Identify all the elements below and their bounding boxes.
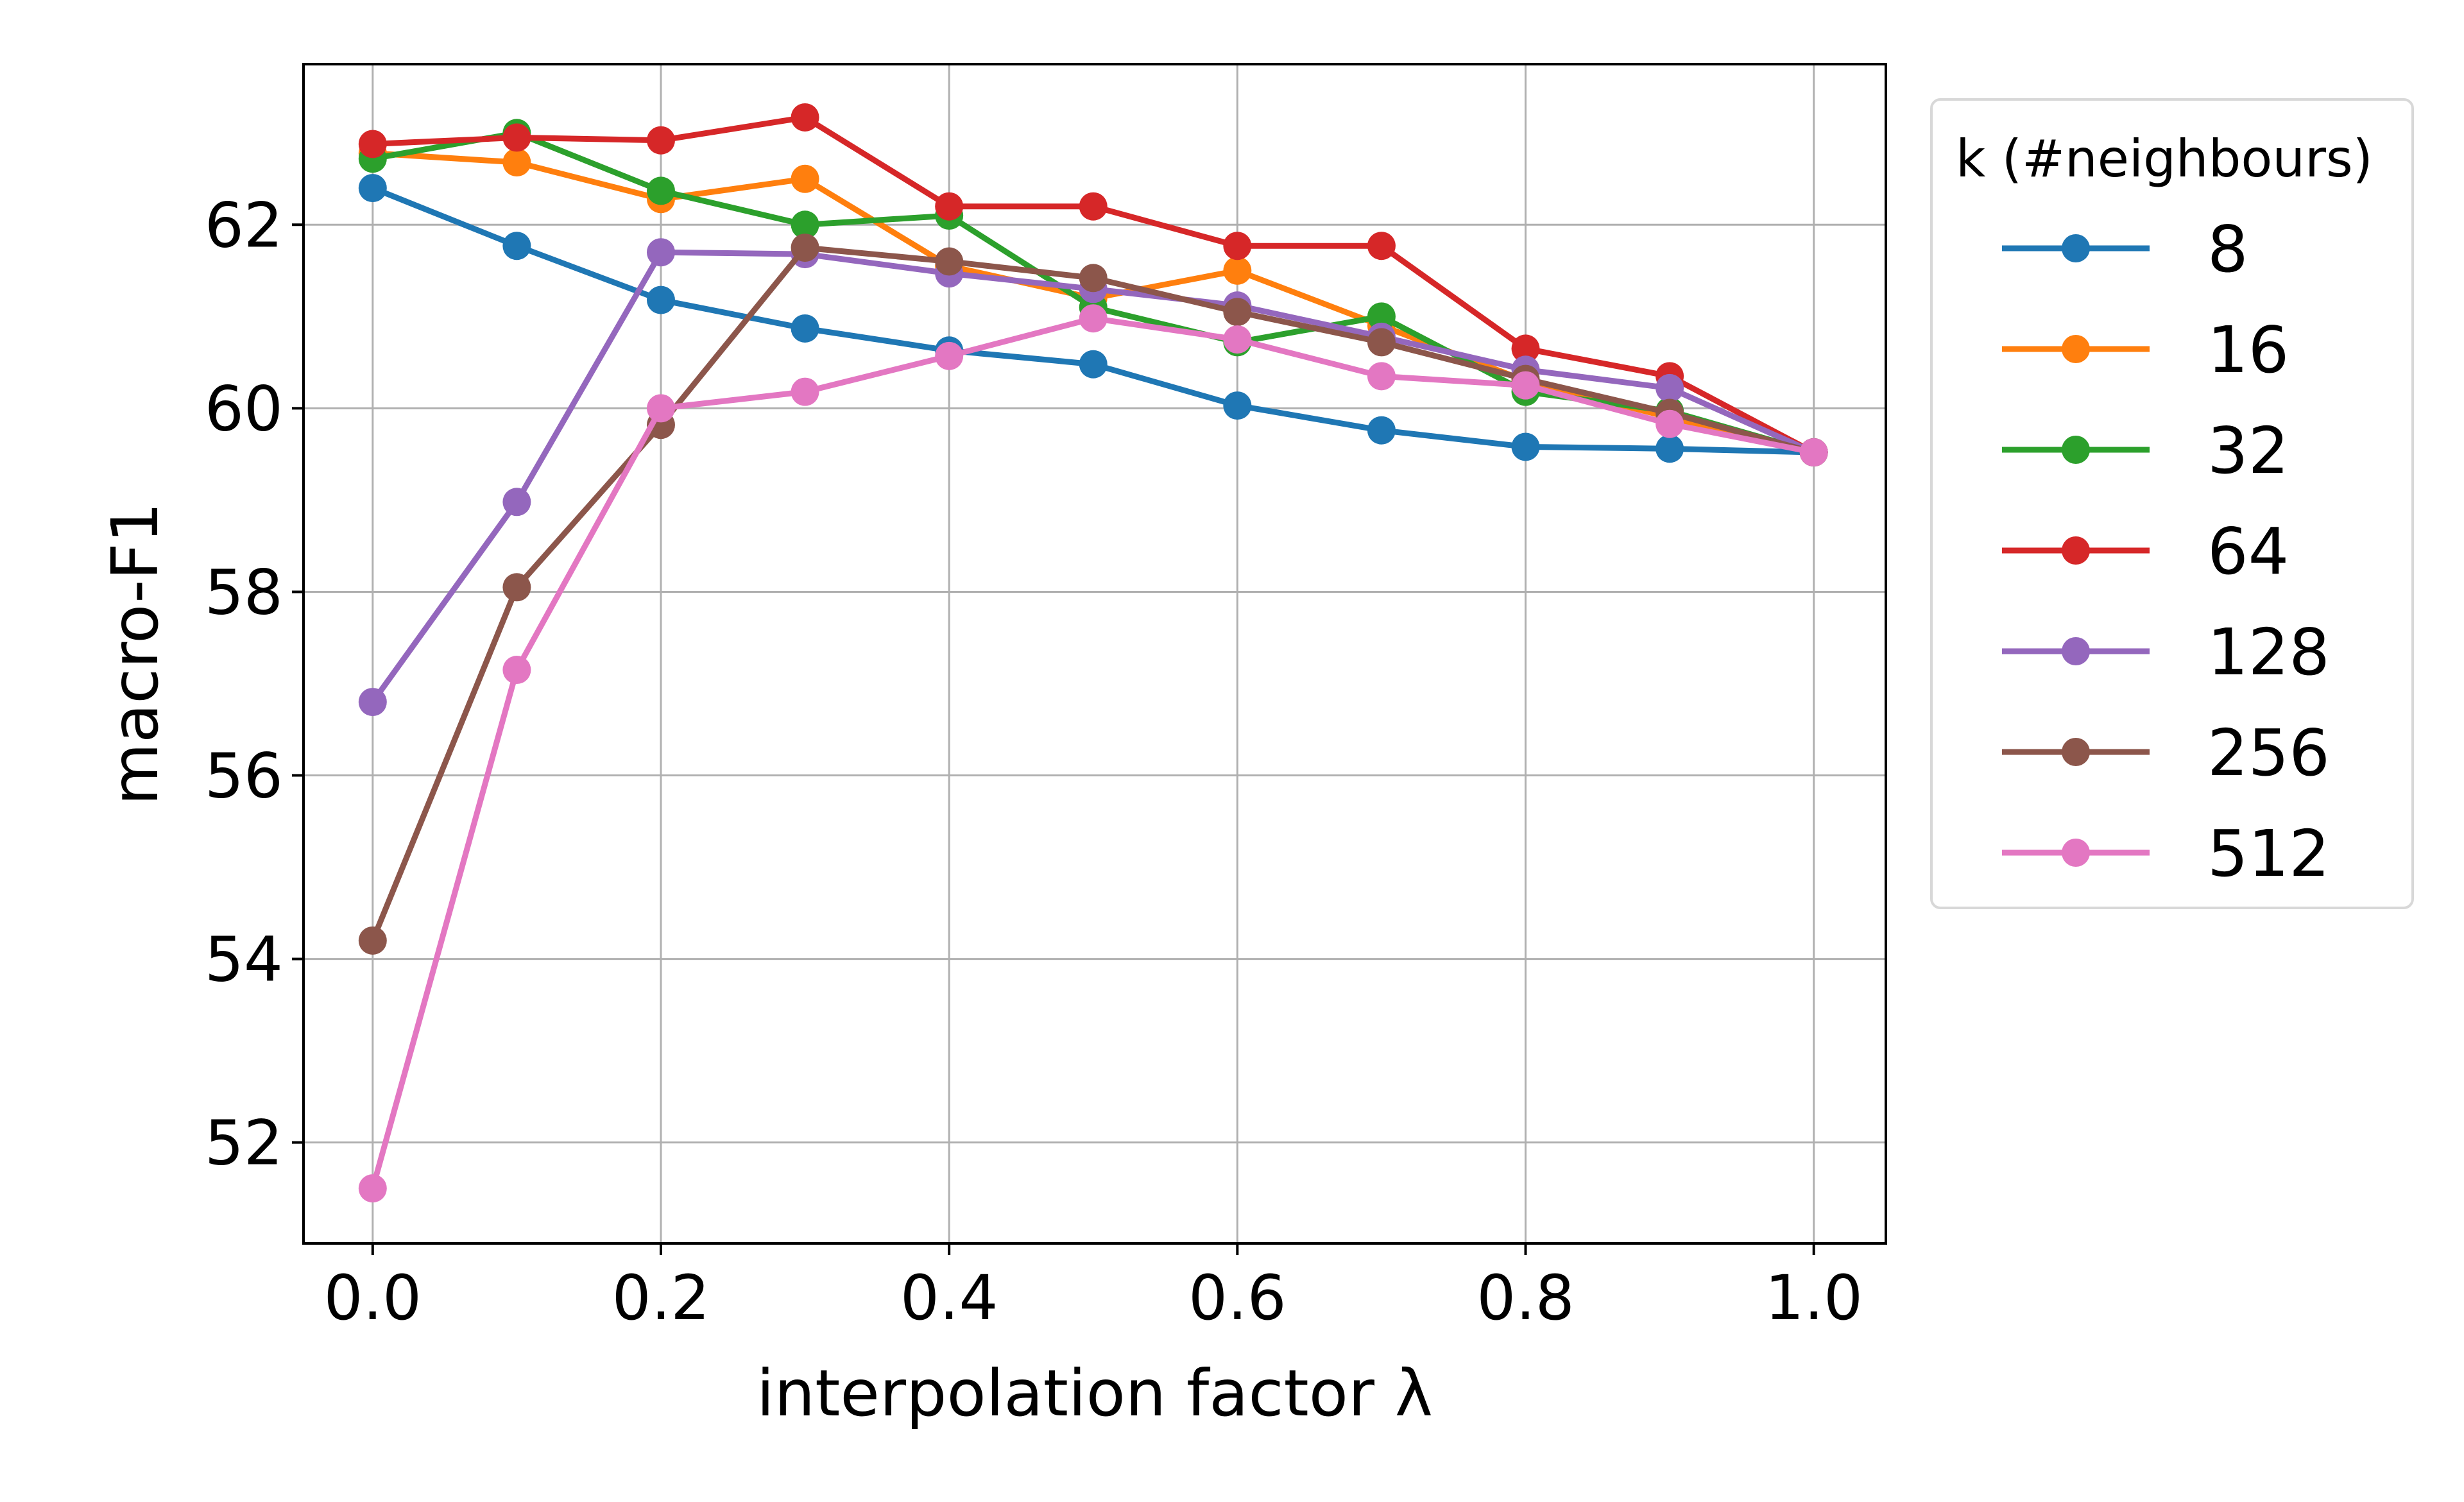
data-point bbox=[358, 926, 387, 955]
x-tick-label: 0.4 bbox=[900, 1262, 998, 1334]
data-point bbox=[358, 688, 387, 717]
legend-item: 64 bbox=[2002, 514, 2289, 589]
x-tick-label: 0.2 bbox=[612, 1262, 710, 1334]
y-tick-label: 58 bbox=[205, 556, 283, 628]
legend-marker bbox=[2062, 234, 2090, 262]
legend-label: 512 bbox=[2207, 816, 2330, 891]
legend-marker bbox=[2062, 335, 2090, 363]
data-point bbox=[502, 148, 531, 177]
legend-marker bbox=[2062, 436, 2090, 464]
data-point bbox=[935, 341, 964, 370]
data-point bbox=[358, 130, 387, 158]
data-point bbox=[1367, 328, 1396, 357]
legend-label: 64 bbox=[2207, 514, 2289, 589]
data-point bbox=[1223, 256, 1252, 285]
legend-label: 256 bbox=[2207, 715, 2330, 790]
legend-marker bbox=[2062, 839, 2090, 867]
legend-item: 128 bbox=[2002, 615, 2330, 690]
data-point bbox=[646, 394, 675, 423]
data-point bbox=[502, 488, 531, 516]
data-point bbox=[1223, 391, 1252, 420]
series-group bbox=[358, 103, 1828, 1203]
data-point bbox=[791, 210, 819, 239]
x-tick-label: 0.0 bbox=[323, 1262, 422, 1334]
series-256 bbox=[358, 234, 1828, 955]
data-point bbox=[502, 123, 531, 152]
data-point bbox=[1079, 192, 1108, 221]
data-point bbox=[1656, 434, 1684, 463]
y-tick-label: 62 bbox=[205, 189, 283, 261]
legend-box bbox=[1930, 98, 2414, 909]
x-tick-label: 0.6 bbox=[1188, 1262, 1287, 1334]
plot-frame bbox=[302, 63, 1887, 1245]
data-point bbox=[358, 1174, 387, 1203]
x-tick-label: 1.0 bbox=[1765, 1262, 1863, 1334]
data-point bbox=[791, 103, 819, 132]
data-point bbox=[1223, 232, 1252, 260]
data-point bbox=[646, 286, 675, 314]
legend-item: 8 bbox=[2002, 212, 2248, 287]
data-point bbox=[1656, 409, 1684, 438]
legend-item: 32 bbox=[2002, 413, 2289, 488]
y-tick-label: 56 bbox=[205, 740, 283, 812]
legend-items: 8 16 32 64 128 256 512 bbox=[2002, 212, 2330, 891]
data-point bbox=[1799, 438, 1828, 467]
y-tick-label: 52 bbox=[205, 1107, 283, 1179]
data-point bbox=[1079, 350, 1108, 379]
data-point bbox=[1656, 373, 1684, 402]
data-point bbox=[646, 238, 675, 267]
data-point bbox=[1367, 302, 1396, 331]
data-point bbox=[791, 164, 819, 193]
y-tick-label: 60 bbox=[205, 373, 283, 445]
legend-marker bbox=[2062, 738, 2090, 766]
grid bbox=[304, 64, 1886, 1243]
legend: k (#neighbours) 8 16 32 64 128 256 512 bbox=[1930, 98, 2414, 909]
y-tick-label: 54 bbox=[205, 924, 283, 996]
x-axis-ticks: 0.0 0.2 0.4 0.6 0.8 1.0 bbox=[323, 1243, 1863, 1334]
data-point bbox=[935, 247, 964, 276]
series-8 bbox=[358, 174, 1828, 467]
x-tick-label: 0.8 bbox=[1476, 1262, 1575, 1334]
data-point bbox=[1367, 362, 1396, 391]
x-axis-label: interpolation factor λ bbox=[757, 1356, 1433, 1431]
data-point bbox=[1079, 304, 1108, 333]
legend-label: 8 bbox=[2207, 212, 2248, 287]
data-point bbox=[791, 377, 819, 406]
data-point bbox=[502, 656, 531, 685]
data-point bbox=[502, 573, 531, 602]
data-point bbox=[935, 192, 964, 221]
series-512 bbox=[358, 304, 1828, 1203]
data-point bbox=[1367, 232, 1396, 260]
legend-item: 16 bbox=[2002, 312, 2289, 388]
legend-label: 32 bbox=[2207, 413, 2289, 488]
legend-marker bbox=[2062, 536, 2090, 565]
legend-label: 16 bbox=[2207, 312, 2289, 388]
data-point bbox=[1511, 371, 1540, 400]
data-point bbox=[1223, 325, 1252, 354]
data-point bbox=[791, 234, 819, 262]
data-point bbox=[1223, 298, 1252, 327]
data-point bbox=[502, 232, 531, 260]
data-point bbox=[1079, 264, 1108, 293]
legend-title: k (#neighbours) bbox=[1956, 129, 2373, 189]
data-point bbox=[1367, 416, 1396, 445]
data-point bbox=[646, 126, 675, 155]
data-point bbox=[1511, 432, 1540, 461]
data-point bbox=[1511, 334, 1540, 363]
y-axis-label: macro-F1 bbox=[98, 502, 173, 806]
legend-item: 512 bbox=[2002, 816, 2330, 891]
data-point bbox=[646, 176, 675, 205]
y-axis-ticks: 52 54 56 58 60 62 bbox=[205, 189, 304, 1179]
data-point bbox=[358, 174, 387, 203]
legend-marker bbox=[2062, 637, 2090, 665]
legend-label: 128 bbox=[2207, 615, 2330, 690]
data-point bbox=[791, 314, 819, 343]
legend-item: 256 bbox=[2002, 715, 2330, 790]
